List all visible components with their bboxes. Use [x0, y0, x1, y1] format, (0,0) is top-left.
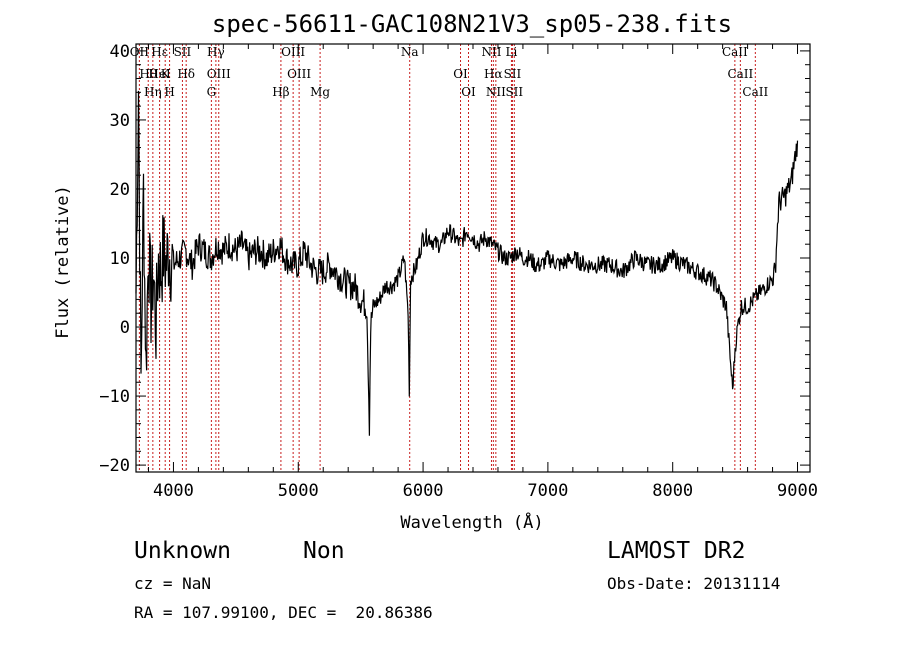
ref-line-label: SII — [174, 45, 192, 59]
x-tick-label: 5000 — [278, 481, 319, 501]
y-tick-label: 30 — [110, 111, 130, 131]
ref-line-label: OIII — [287, 67, 311, 81]
class-label: Unknown — [134, 538, 231, 564]
ref-line-label: Hγ — [207, 45, 225, 59]
ref-line-label: NII — [481, 45, 501, 59]
cz-label: cz = NaN — [134, 574, 212, 593]
ref-line-label: HeI — [148, 67, 171, 81]
ref-line-label: SII — [505, 85, 523, 99]
ref-line-label: Hδ — [177, 67, 195, 81]
subclass-label: Non — [303, 538, 345, 564]
x-tick-label: 7000 — [527, 481, 568, 501]
ref-line-label: Hε — [151, 45, 168, 59]
obs-date-label: Obs-Date: 20131114 — [607, 574, 781, 593]
survey-label: LAMOST DR2 — [607, 538, 746, 564]
ref-line-label: Hθ — [139, 67, 157, 81]
ref-line-label: OII — [130, 45, 150, 59]
ref-line-label: Na — [401, 45, 419, 59]
y-tick-label: 40 — [110, 42, 130, 62]
ref-line-label: Mg — [310, 85, 330, 99]
spectrum-line — [135, 90, 799, 436]
chart-title: spec-56611-GAC108N21V3_sp05-238.fits — [212, 10, 732, 38]
y-axis-label: Flux (relative) — [53, 185, 73, 339]
ref-line-label: OIII — [207, 67, 231, 81]
ref-line-label: Li — [506, 45, 518, 59]
x-tick-label: 9000 — [777, 481, 818, 501]
x-tick-label: 6000 — [403, 481, 444, 501]
ref-line-label: SII — [504, 67, 522, 81]
ref-line-label: Hη — [144, 85, 162, 99]
ref-line-label: CaII — [727, 67, 753, 81]
ref-line-label: H — [164, 85, 174, 99]
ref-line-label: Hβ — [272, 85, 289, 99]
ref-line-label: OI — [453, 67, 468, 81]
y-tick-label: −10 — [99, 387, 130, 407]
ref-line-label: OI — [461, 85, 476, 99]
ref-line-label: CaII — [722, 45, 748, 59]
ref-line-label: OIII — [281, 45, 305, 59]
x-tick-label: 8000 — [652, 481, 693, 501]
ref-line-label: CaII — [742, 85, 768, 99]
y-tick-label: −20 — [99, 456, 130, 476]
ref-line-label: G — [207, 85, 217, 99]
x-tick-label: 4000 — [153, 481, 194, 501]
y-tick-label: 20 — [110, 180, 130, 200]
x-axis-label: Wavelength (Å) — [400, 511, 543, 533]
ref-line-label: K — [161, 67, 171, 81]
ref-line-label: NII — [486, 85, 506, 99]
ref-line-label: Hα — [484, 67, 503, 81]
y-tick-label: 0 — [120, 318, 130, 338]
radec-label: RA = 107.99100, DEC = 20.86386 — [134, 603, 433, 622]
y-tick-label: 10 — [110, 249, 130, 269]
axis-ticks: 4000 5000 6000 7000 8000 9000 −20 −10 0 10 20 30 40 — [99, 42, 818, 501]
